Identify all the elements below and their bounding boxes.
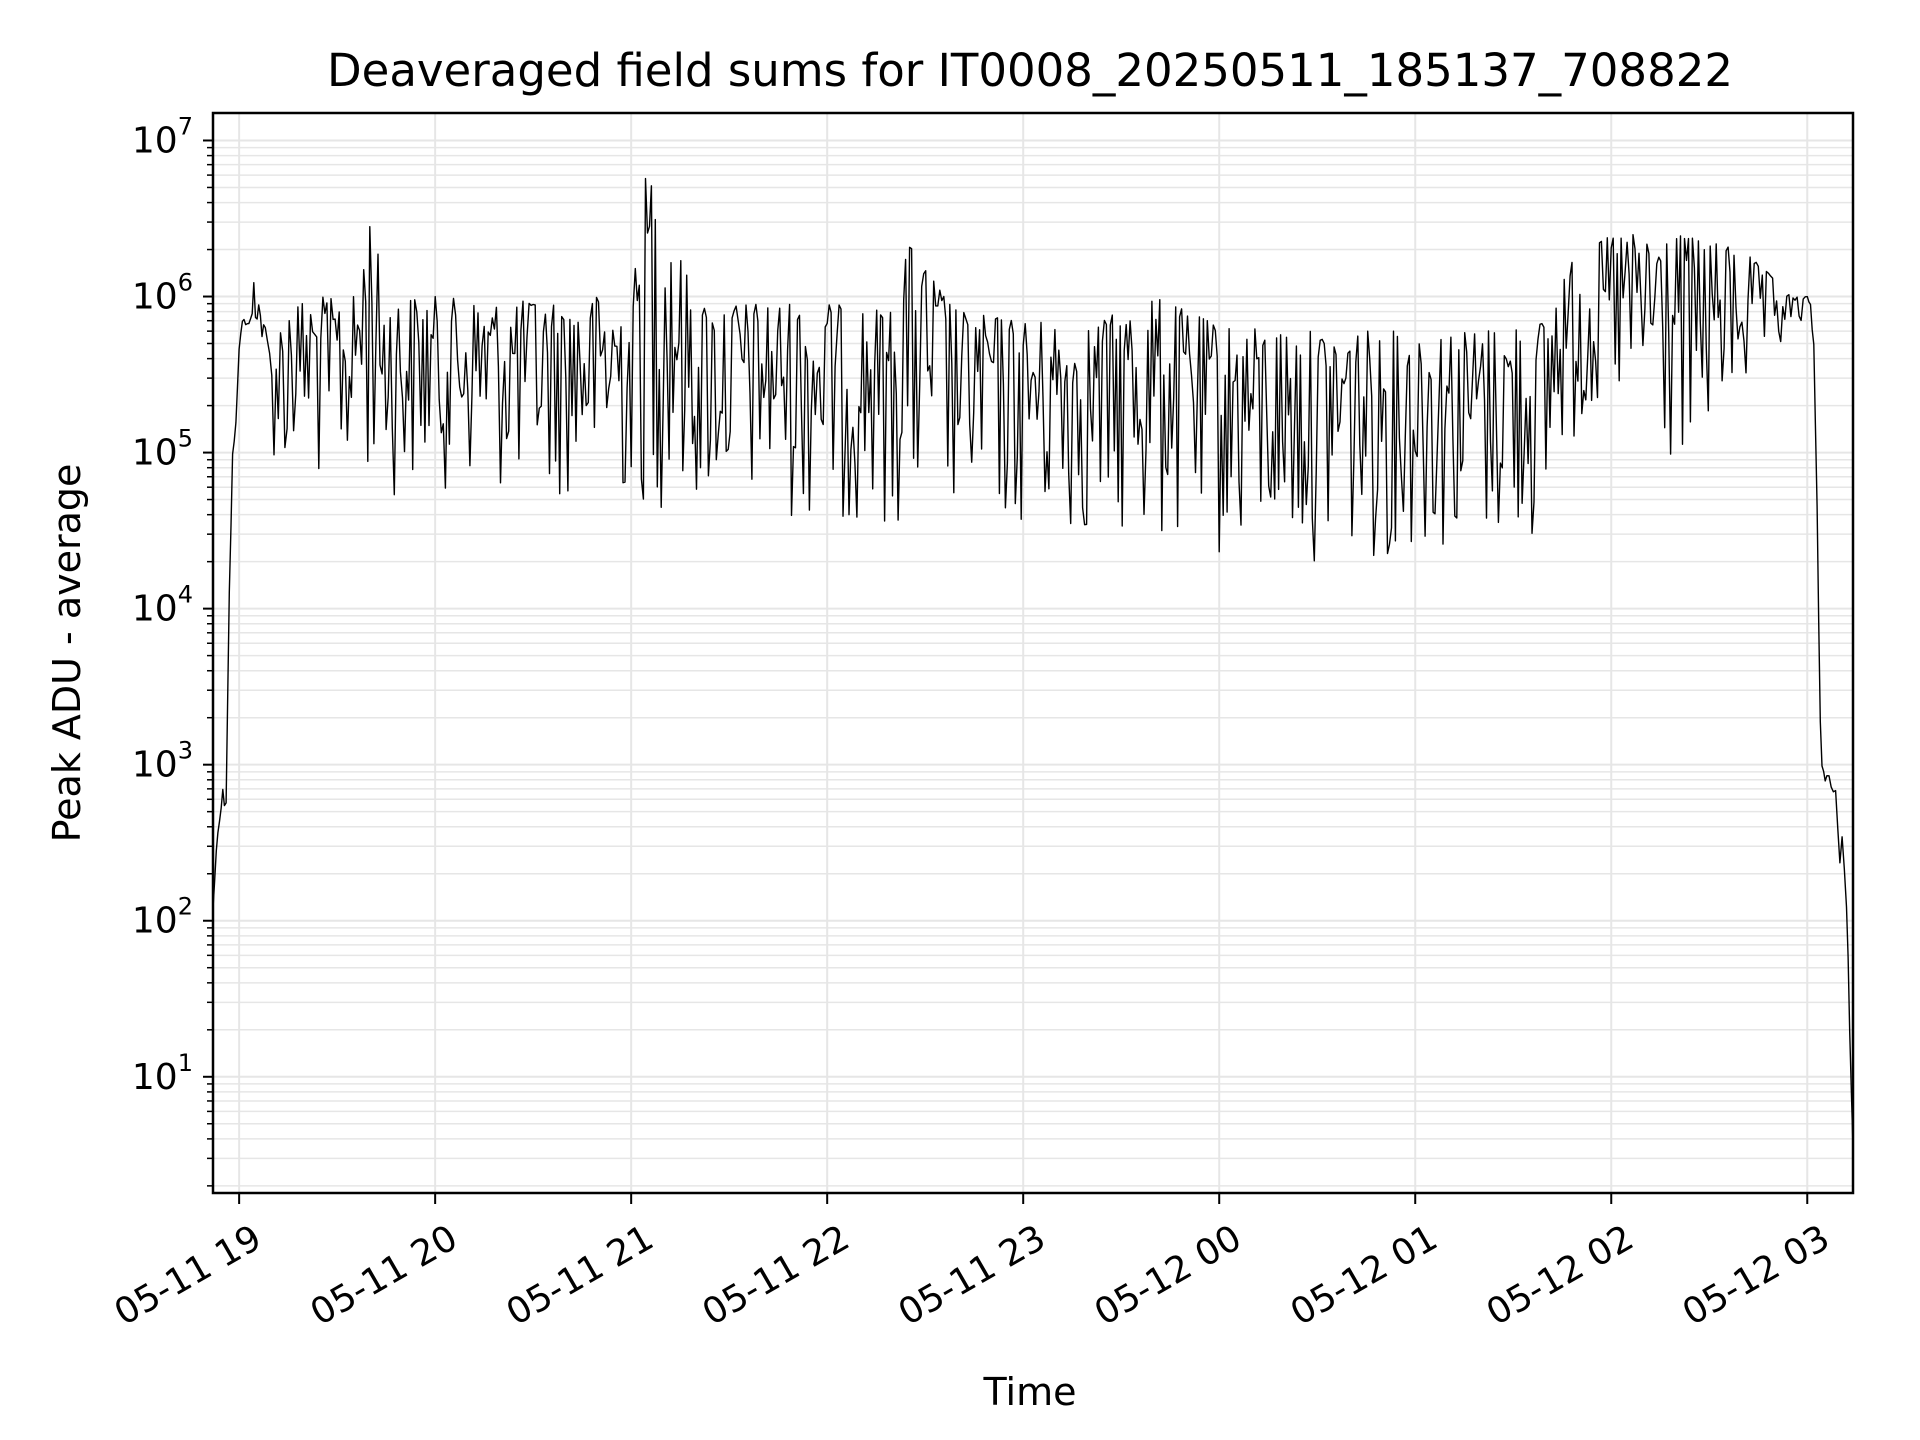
series-line [212, 177, 1854, 1148]
y-tick-label: 102 [132, 893, 193, 942]
x-axis-label: Time [983, 1370, 1077, 1414]
chart-title: Deaveraged field sums for IT0008_2025051… [327, 44, 1733, 97]
y-axis-label: Peak ADU - average [45, 464, 89, 843]
y-tick-label: 107 [132, 112, 193, 161]
y-tick-label: 101 [132, 1049, 193, 1098]
series-line-path [212, 177, 1854, 1148]
y-tick-label: 106 [132, 269, 193, 318]
y-tick-label: 104 [132, 581, 193, 630]
y-axis-ticks: 101 102 103 104 105 106 107 [132, 112, 213, 1187]
y-tick-label: 105 [132, 425, 193, 474]
y-tick-label: 103 [132, 737, 193, 786]
grid-lines [213, 113, 1853, 1193]
plot-area-frame [211, 111, 1855, 1195]
